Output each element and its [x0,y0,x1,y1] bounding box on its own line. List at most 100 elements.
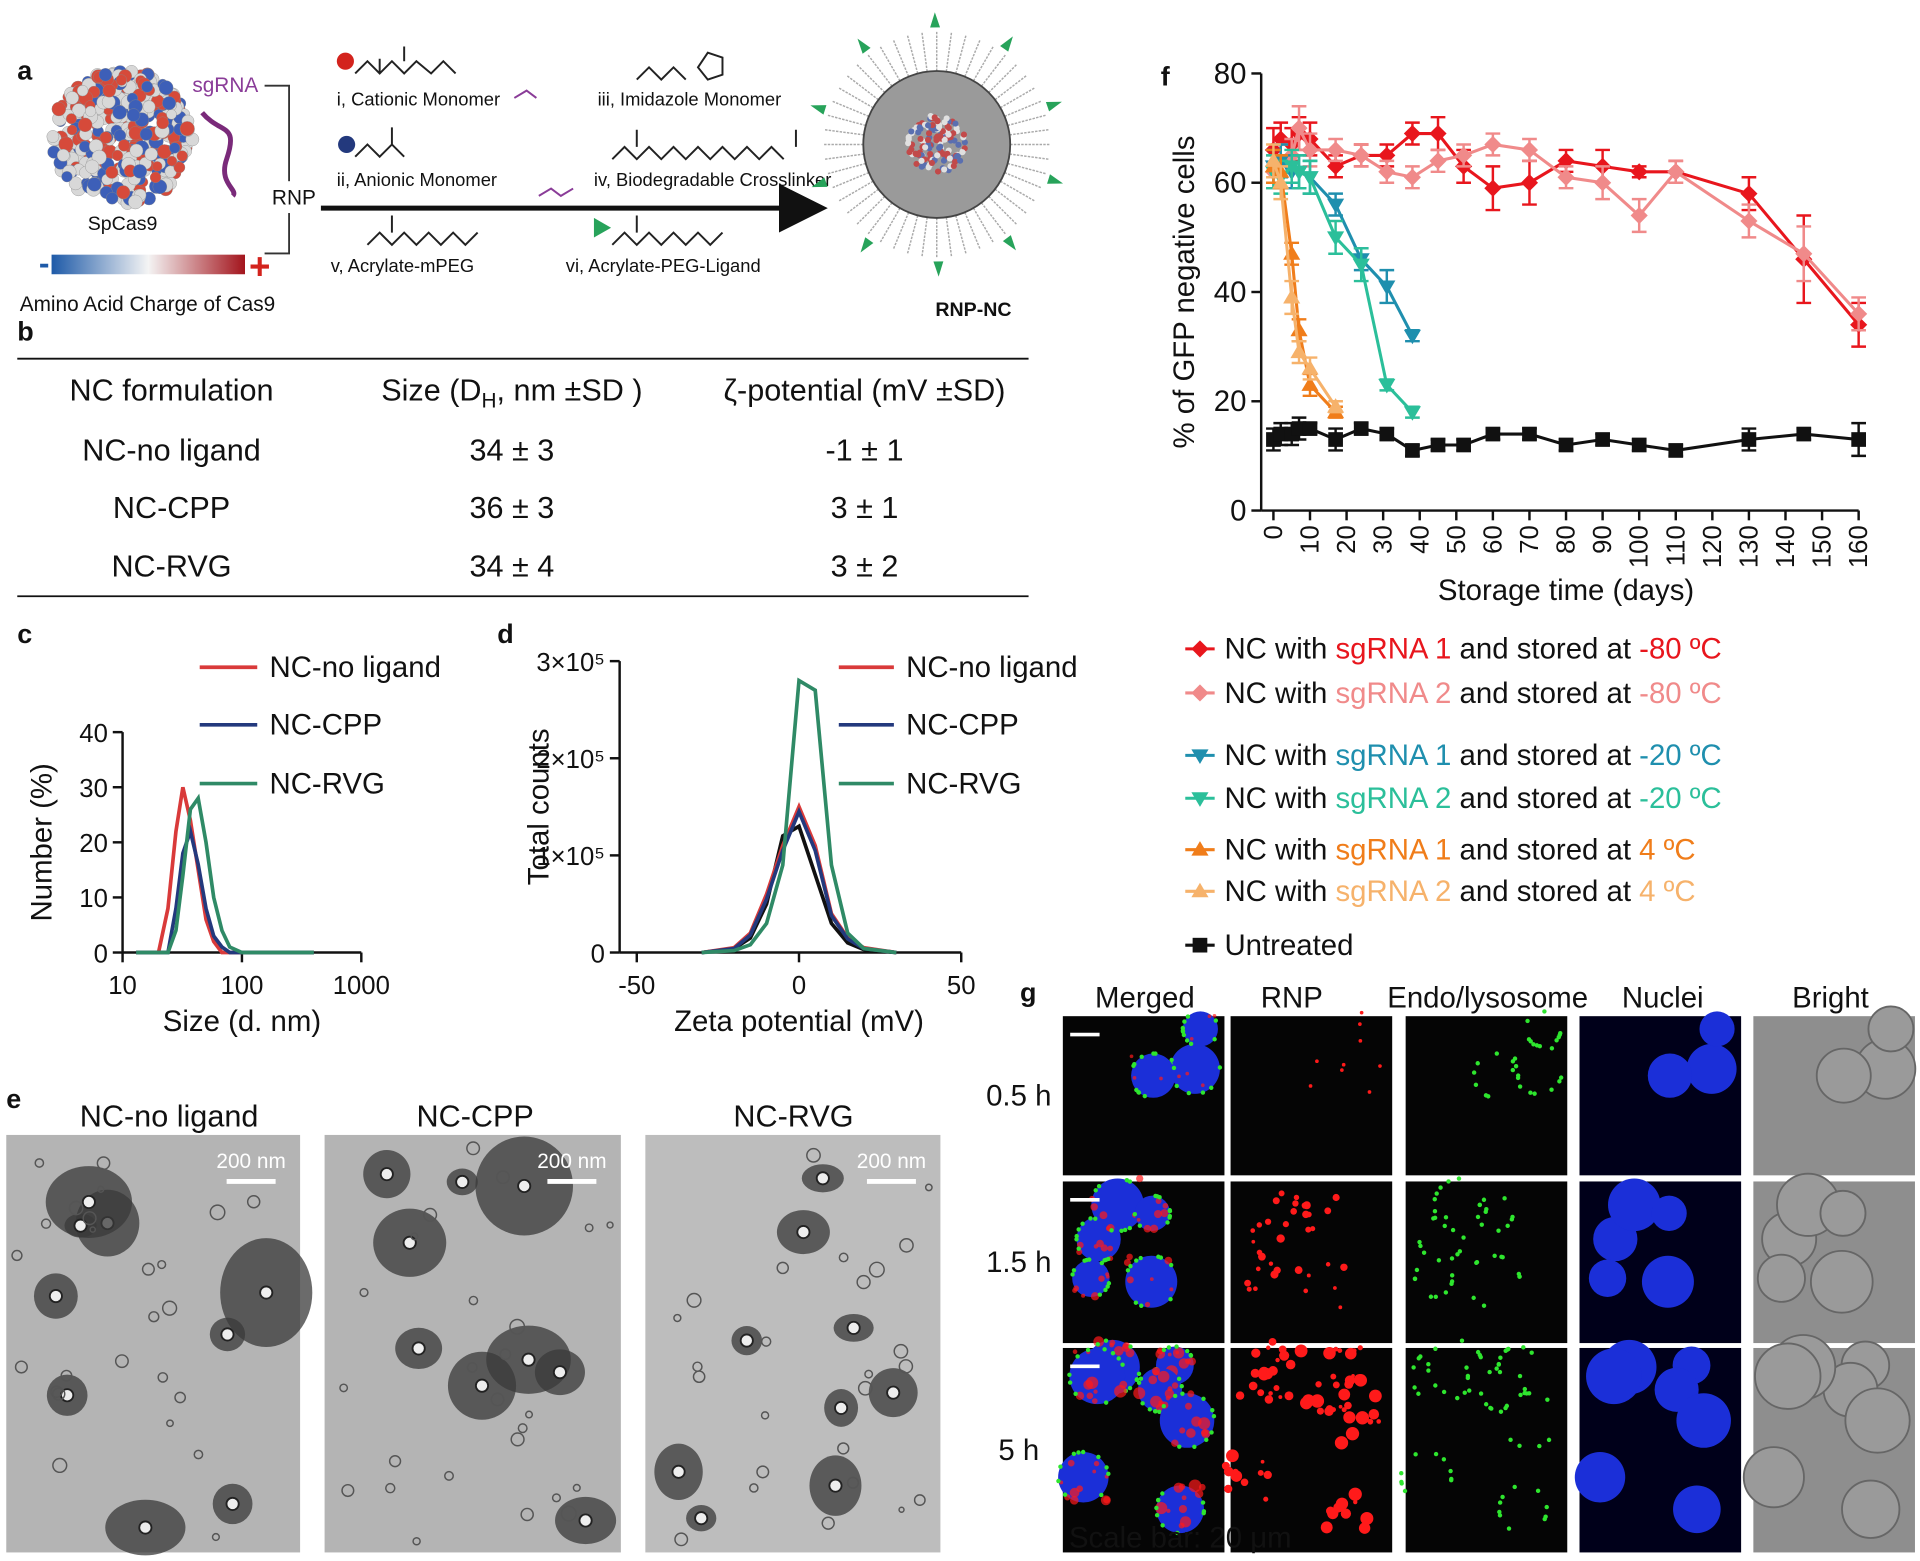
y-tick-label: 20 [79,830,108,858]
peg-chain [994,188,1027,214]
marker [1352,146,1370,164]
rnp-dot [1171,1382,1179,1389]
panel-label: e [6,1084,21,1114]
marker [1290,165,1308,181]
tem-speck [40,1218,52,1229]
rnp-dot [1340,1508,1352,1519]
legend-part: -20 ºC [1639,782,1722,815]
rnp-dot [1069,1487,1080,1498]
endo-dot [1434,1191,1439,1196]
micro-background [1405,1347,1568,1553]
monomer-label: vi, Acrylate-PEG-Ligand [566,255,761,276]
endo-dot [1147,1407,1153,1412]
peg-chain [972,46,994,82]
protein-label: SpCas9 [88,213,158,235]
rnp-dot [1250,1228,1256,1233]
rnp-dot [1129,1054,1134,1059]
np-cargo [934,152,941,159]
endo-dot [1185,1014,1191,1019]
anion-icon [338,135,356,154]
y-tick-label: 40 [79,720,108,748]
marker [1484,135,1502,154]
endo-dot [1075,1354,1080,1359]
product-label: RNP-NC [935,299,1011,321]
endo-dot [1442,1223,1447,1229]
rnp-dot [1343,1411,1356,1424]
endo-dot [1449,1256,1455,1261]
rnp-dot [1253,1286,1258,1292]
endo-dot [1503,1348,1508,1353]
atom [58,136,74,152]
cell-outline [1754,1342,1822,1410]
rnp-dot [1251,1239,1256,1244]
x-tick-label: 0 [1260,525,1288,539]
endo-dot [1080,1221,1085,1226]
endo-dot [1471,1070,1477,1075]
rnp-dot [1144,1301,1151,1308]
endo-dot [1085,1347,1091,1353]
np-cargo [955,141,962,148]
rnp-label: RNP [272,186,316,209]
monomer-label: v, Acrylate-mPEG [331,255,475,276]
np-cargo [954,152,962,160]
legend-part: and stored at [1451,677,1639,710]
endo-dot [1558,1075,1564,1080]
atom [132,164,147,179]
rnp-dot [1067,1459,1075,1467]
peg-chain [879,46,901,82]
tem-particle [474,1378,490,1393]
table-cell: NC-CPP [113,491,230,525]
endo-dot [1140,1401,1145,1406]
rnp-dot [1337,1348,1343,1354]
panel-label: b [17,316,33,346]
table-header: Size (DH, nm ±SD ) [381,373,642,412]
panel-label: f [1161,62,1171,92]
np-cargo [917,135,924,142]
peg-chain [972,207,994,243]
endo-dot [1497,1509,1502,1515]
scale-caption: Scale bar: 20 μm [1069,1522,1292,1555]
np-cargo [924,122,932,129]
peg-chain [999,180,1035,202]
peg-chain [824,129,865,136]
cell-outline [1867,1005,1915,1053]
endo-dot [1510,1067,1516,1073]
endo-dot [1175,1530,1180,1536]
marker [1272,174,1290,189]
np-cargo [934,168,942,175]
np-cargo [941,136,948,143]
y-tick-label: 0 [591,940,605,968]
x-tick-label: -50 [618,972,655,1000]
endo-dot [1438,1185,1443,1190]
endo-dot [1201,1509,1207,1514]
legend-part: -80 ºC [1639,677,1722,710]
legend-label: NC-CPP [269,709,382,742]
endo-dot [1479,1222,1484,1227]
endo-dot [1535,1488,1541,1494]
atom [51,101,66,117]
rnp-dot [1091,1398,1098,1404]
endo-dot [1416,1391,1421,1396]
marker [1283,288,1301,304]
table-header: NC formulation [70,373,274,407]
endo-dot [1097,1292,1103,1297]
endo-dot [1416,1356,1421,1361]
endo-dot [1537,1443,1542,1449]
endo-dot [1119,1228,1124,1233]
tem-speck [846,1476,860,1489]
endo-dot [1192,1444,1197,1449]
x-tick-label: 50 [1443,525,1471,554]
chart: 0 20 40 60 80 0 10 20 30 40 50 60 70 80 90 100 110 120 130… [1168,57,1873,962]
endo-dot [1399,1471,1404,1476]
rnp-dot [1256,1249,1263,1256]
legend-label: NC with sgRNA 2 and stored at -20 ºC [1224,782,1721,815]
nucleus [1699,1011,1735,1047]
legend-marker [1191,882,1209,898]
tem-particle [60,1388,75,1403]
rnp-dot [1348,1487,1362,1501]
rnp-dot [1179,1427,1186,1434]
tem-speck [749,1483,759,1493]
tem-image: 200 nm [6,1134,313,1556]
atom [173,161,186,174]
